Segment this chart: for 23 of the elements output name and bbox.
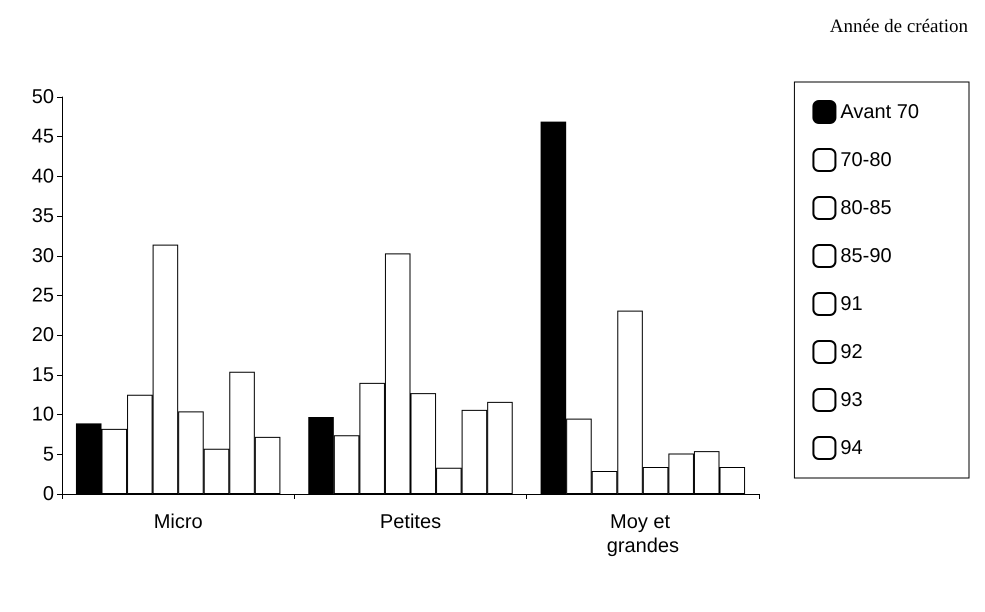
x-tick-label: Micro <box>154 511 203 533</box>
legend-title: Année de création <box>830 16 968 37</box>
y-tick-label: 45 <box>32 126 54 148</box>
y-tick-label: 0 <box>42 483 54 505</box>
y-tick-label: 50 <box>32 86 54 108</box>
y-tick-label: 40 <box>32 165 54 188</box>
legend-label: 85-90 <box>840 245 892 267</box>
legend-label: 93 <box>840 389 863 411</box>
y-tick-label: 20 <box>32 324 54 346</box>
y-tick-label: 5 <box>42 443 54 466</box>
legend-label: Avant 70 <box>840 101 920 123</box>
y-tick-label: 15 <box>32 364 54 386</box>
legend-label: 80-85 <box>840 197 892 219</box>
legend-label: 94 <box>840 437 863 459</box>
x-tick-label: Moy et grandes <box>606 511 679 557</box>
y-tick-label: 30 <box>32 244 54 267</box>
y-tick-label: 35 <box>32 205 54 228</box>
y-tick-label: 25 <box>32 284 54 306</box>
legend-label: 70-80 <box>840 149 892 171</box>
legend-label: 91 <box>840 293 863 315</box>
legend-label: 92 <box>840 341 863 363</box>
x-tick-label: Petites <box>380 511 442 533</box>
y-tick-label: 10 <box>32 404 54 426</box>
